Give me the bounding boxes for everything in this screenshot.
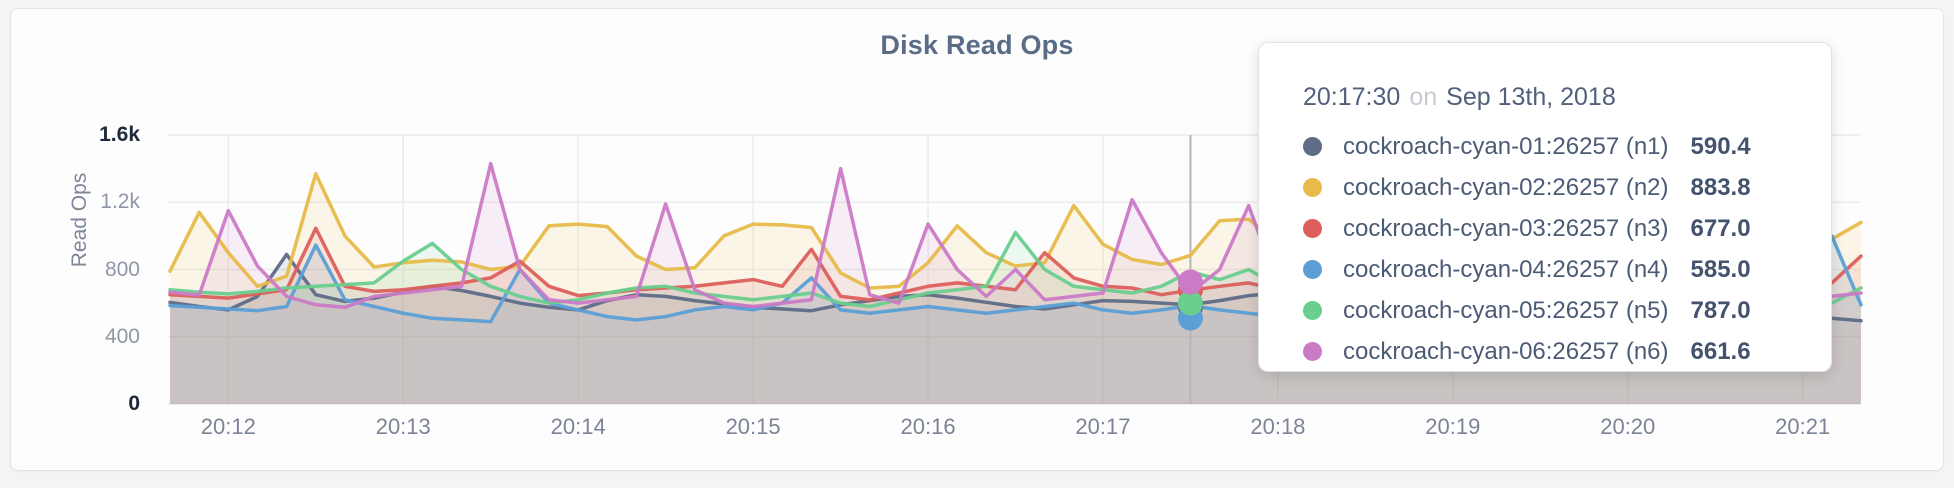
tooltip-row-n5: cockroach-cyan-05:26257 (n5) 787.0 — [1303, 290, 1831, 331]
series-color-dot-n6 — [1303, 342, 1322, 361]
x-tick-20:16: 20:16 — [900, 414, 956, 439]
x-tick-20:17: 20:17 — [1075, 414, 1131, 439]
tooltip-time: 20:17:30 — [1303, 83, 1401, 111]
x-tick-20:15: 20:15 — [725, 414, 781, 439]
y-tick-0: 0 — [128, 392, 140, 415]
y-tick-800: 800 — [104, 257, 140, 281]
tooltip-row-n3: cockroach-cyan-03:26257 (n3) 677.0 — [1303, 208, 1831, 249]
tooltip-series-name: cockroach-cyan-01:26257 (n1) — [1343, 132, 1669, 160]
tooltip-row-n1: cockroach-cyan-01:26257 (n1) 590.4 — [1303, 126, 1831, 167]
y-tick-1.6k: 1.6k — [99, 123, 140, 146]
tooltip-row-n4: cockroach-cyan-04:26257 (n4) 585.0 — [1303, 249, 1831, 290]
chart-title: Disk Read Ops — [880, 30, 1074, 60]
tooltip-series-name: cockroach-cyan-05:26257 (n5) — [1343, 296, 1669, 324]
tooltip-row-n6: cockroach-cyan-06:26257 (n6) 661.6 — [1303, 331, 1831, 372]
hover-dot-n6 — [1177, 269, 1203, 295]
x-tick-20:14: 20:14 — [550, 414, 606, 439]
tooltip-series-name: cockroach-cyan-03:26257 (n3) — [1343, 214, 1669, 242]
series-color-dot-n4 — [1303, 260, 1322, 279]
tooltip-series-value: 677.0 — [1690, 214, 1751, 242]
tooltip-header: 20:17:30 on Sep 13th, 2018 — [1303, 83, 1831, 112]
tooltip-rows: cockroach-cyan-01:26257 (n1) 590.4 cockroa… — [1303, 126, 1831, 372]
x-tick-20:20: 20:20 — [1600, 414, 1656, 439]
tooltip-series-value: 585.0 — [1690, 255, 1751, 283]
tooltip-connector: on — [1409, 83, 1438, 111]
tooltip-series-value: 590.4 — [1690, 132, 1751, 160]
y-tick-400: 400 — [104, 324, 140, 348]
x-tick-20:12: 20:12 — [200, 414, 256, 439]
x-tick-20:18: 20:18 — [1250, 414, 1306, 439]
series-color-dot-n1 — [1303, 137, 1322, 156]
x-tick-20:13: 20:13 — [375, 414, 431, 439]
tooltip-date: Sep 13th, 2018 — [1446, 83, 1616, 111]
tooltip-series-value: 661.6 — [1690, 337, 1751, 365]
tooltip-series-name: cockroach-cyan-04:26257 (n4) — [1343, 255, 1669, 283]
series-color-dot-n2 — [1303, 178, 1322, 197]
hover-dot-n5 — [1177, 290, 1203, 316]
x-tick-20:21: 20:21 — [1775, 414, 1831, 439]
tooltip-series-name: cockroach-cyan-02:26257 (n2) — [1343, 173, 1669, 201]
y-tick-1.2k: 1.2k — [100, 190, 140, 214]
tooltip-series-value: 883.8 — [1690, 173, 1751, 201]
series-color-dot-n3 — [1303, 219, 1322, 238]
tooltip-series-value: 787.0 — [1690, 296, 1751, 324]
x-tick-20:19: 20:19 — [1425, 414, 1481, 439]
tooltip-series-name: cockroach-cyan-06:26257 (n6) — [1343, 337, 1669, 365]
hover-tooltip: 20:17:30 on Sep 13th, 2018 cockroach-cyan-… — [1258, 42, 1832, 372]
series-color-dot-n5 — [1303, 301, 1322, 320]
tooltip-row-n2: cockroach-cyan-02:26257 (n2) 883.8 — [1303, 167, 1831, 208]
